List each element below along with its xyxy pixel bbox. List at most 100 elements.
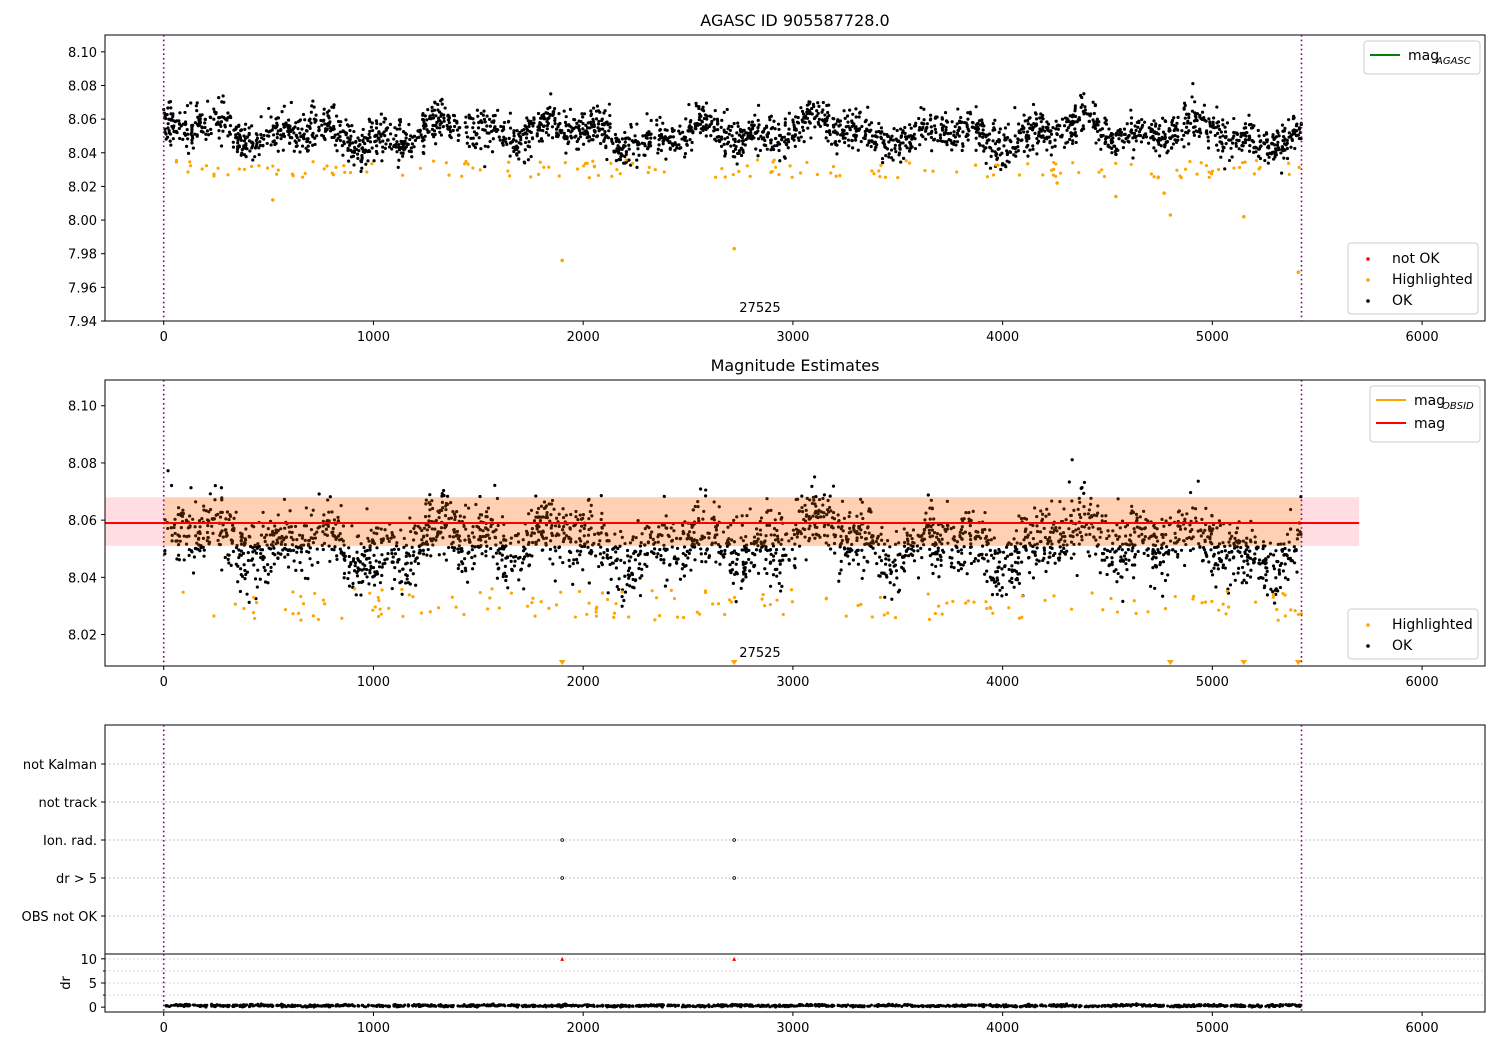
ok-point: [981, 123, 985, 127]
ok-point: [591, 106, 596, 110]
ok-point: [1245, 573, 1250, 577]
ok-point: [286, 553, 290, 557]
highlighted-point: [462, 162, 467, 166]
ok-point: [1123, 525, 1128, 529]
panel-title: AGASC ID 905587728.0: [700, 11, 889, 30]
ok-point: [959, 567, 963, 571]
ok-point: [254, 138, 258, 143]
ok-point: [1014, 529, 1019, 533]
ok-point: [1276, 140, 1280, 144]
ok-point: [1111, 541, 1115, 545]
ok-point: [275, 121, 279, 125]
ok-point: [1274, 148, 1279, 152]
ok-point: [997, 560, 1001, 564]
ok-point: [832, 125, 836, 129]
ok-point: [495, 562, 499, 566]
highlighted-point: [506, 169, 510, 173]
ok-point: [524, 136, 529, 140]
ok-point: [393, 577, 397, 582]
ok-point: [1203, 539, 1207, 544]
ok-point: [276, 513, 280, 517]
ok-point: [410, 545, 414, 549]
ok-point: [732, 143, 736, 147]
highlighted-point: [508, 174, 512, 178]
ok-point: [481, 529, 485, 533]
ok-point: [712, 117, 716, 121]
ok-point: [627, 143, 631, 147]
ok-point: [221, 129, 225, 133]
ok-point: [995, 569, 1000, 574]
ok-point: [265, 141, 269, 146]
ok-point: [206, 535, 210, 540]
ok-point: [1120, 575, 1124, 579]
ok-point: [242, 543, 246, 547]
ok-point: [703, 494, 708, 498]
ok-point: [783, 121, 787, 125]
ok-point: [627, 137, 632, 141]
ok-point: [1061, 543, 1066, 547]
ok-point: [1078, 512, 1082, 517]
ok-point: [478, 528, 482, 532]
ok-point: [985, 543, 989, 547]
ok-point: [425, 118, 429, 122]
ok-point: [982, 149, 986, 153]
ok-point: [422, 138, 426, 142]
ok-point: [1237, 147, 1241, 151]
ok-point: [323, 532, 327, 536]
ok-point: [605, 553, 609, 557]
ok-point: [944, 128, 948, 132]
ok-point: [310, 104, 314, 108]
ok-point: [968, 534, 973, 538]
ok-point: [854, 107, 858, 111]
ok-point: [259, 552, 263, 556]
ok-point: [336, 515, 340, 519]
ok-point: [617, 157, 621, 162]
ok-point: [1268, 541, 1273, 545]
ok-point: [966, 117, 970, 121]
ok-point: [1243, 131, 1247, 135]
ok-point: [1233, 578, 1237, 582]
ok-point: [735, 515, 739, 519]
ok-point: [1216, 567, 1220, 571]
ok-point: [562, 531, 566, 535]
ok-point: [544, 541, 548, 545]
ok-point: [1058, 124, 1062, 128]
ok-point: [1182, 133, 1186, 138]
ok-point: [406, 142, 410, 146]
ok-point: [669, 526, 673, 530]
ok-point: [374, 139, 378, 143]
ok-point: [1182, 106, 1186, 110]
ok-point: [350, 124, 354, 128]
ok-point: [843, 140, 847, 145]
ok-point: [797, 138, 801, 142]
ok-point: [312, 105, 316, 109]
ok-point: [820, 118, 824, 122]
ok-point: [1195, 111, 1199, 116]
ok-point: [1179, 548, 1184, 552]
ok-point: [884, 146, 888, 150]
ok-point: [481, 113, 485, 117]
ok-point: [842, 547, 847, 551]
ok-point: [245, 592, 249, 596]
ok-point: [1114, 147, 1118, 151]
ok-point: [1129, 121, 1133, 125]
ok-point: [946, 131, 950, 136]
ok-point: [949, 565, 953, 569]
highlighted-point: [615, 167, 619, 172]
ok-point: [910, 137, 914, 141]
ok-point: [273, 524, 277, 528]
x-tick-label: 1000: [357, 330, 390, 345]
ok-point: [247, 534, 251, 538]
ok-point: [328, 125, 332, 130]
ok-point: [1161, 532, 1165, 537]
ok-point: [827, 543, 831, 547]
ok-point: [597, 129, 601, 133]
ok-point: [425, 528, 429, 532]
ok-point: [992, 126, 996, 130]
ok-point: [1168, 539, 1173, 543]
ok-point: [1082, 92, 1086, 96]
ok-point: [730, 125, 734, 129]
ok-point: [1137, 133, 1141, 137]
ok-point: [824, 541, 828, 545]
ok-point: [1077, 496, 1081, 500]
